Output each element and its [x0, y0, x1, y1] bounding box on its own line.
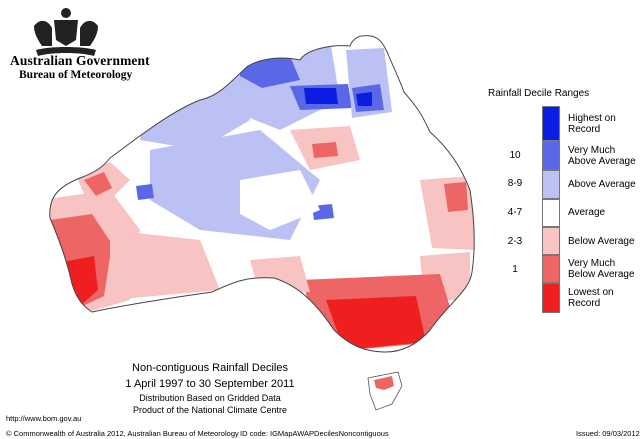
- bureau-of-meteorology-title: Bureau of Meteorology: [19, 69, 133, 81]
- tasmania-dry-patch: [374, 376, 394, 390]
- legend-swatch-highest-on-record: [542, 106, 560, 141]
- legend-swatch-very-much-below-average: [542, 255, 560, 283]
- australian-government-crest-logo: [34, 8, 98, 56]
- central-average-region: [240, 170, 320, 230]
- legend-range-1: 1: [512, 264, 518, 275]
- southeast-record-dry-region: [326, 296, 426, 350]
- legend-label-very-much-above-average: Very Much Above Average: [568, 145, 636, 167]
- australia-outline: [49, 35, 475, 353]
- se-queensland-very-dry-patch: [444, 182, 468, 212]
- map-title: Non-contiguous Rainfall Deciles: [132, 362, 288, 374]
- legend-swatch-very-much-above-average: [542, 141, 560, 170]
- legend-range-2-3: 2-3: [507, 236, 523, 247]
- map-distribution-note: Distribution Based on Gridded Data: [139, 393, 281, 403]
- legend-swatch-average: [542, 199, 560, 227]
- arnhem-very-wet-region: [240, 56, 300, 88]
- legend-swatch-below-average: [542, 227, 560, 255]
- legend-label-highest-on-record: Highest on Record: [568, 113, 616, 135]
- pilbara-very-dry-patch: [84, 172, 112, 196]
- legend-title: Rainfall Decile Ranges: [488, 88, 590, 99]
- gulf-record-wet-region: [304, 88, 338, 104]
- legend-label-above-average: Above Average: [568, 179, 636, 190]
- interior-very-wet-patch: [136, 184, 154, 200]
- legend-range-10: 10: [509, 150, 521, 161]
- cape-york-record-wet-region: [356, 92, 372, 106]
- bom-website-link[interactable]: http://www.bom.gov.au: [6, 414, 82, 423]
- legend-label-average: Average: [568, 207, 606, 218]
- qld-very-dry-patch: [312, 142, 338, 158]
- copyright-notice: © Commonwealth of Australia 2012, Austra…: [6, 429, 239, 438]
- south-australia-dry-region: [250, 256, 310, 296]
- legend-label-very-much-below-average: Very Much Below Average: [568, 258, 635, 280]
- id-code: ID code: IGMapAWAPDecilesNoncontiguous: [240, 429, 389, 438]
- legend-label-lowest-on-record: Lowest on Record: [568, 287, 614, 309]
- map-product-note: Product of the National Climate Centre: [132, 405, 288, 415]
- legend-swatch-above-average: [542, 170, 560, 199]
- issued-date: Issued: 09/03/2012: [576, 429, 640, 438]
- australian-government-title: Australian Government: [10, 53, 150, 68]
- legend-range-8-9: 8-9: [507, 178, 523, 189]
- legend-label-below-average: Below Average: [568, 236, 635, 247]
- legend-swatch-lowest-on-record: [542, 283, 560, 313]
- sa-wa-border-dry-region: [110, 230, 220, 300]
- legend-range-4-7: 4-7: [507, 207, 523, 218]
- map-date-range: 1 April 1997 to 30 September 2011: [125, 378, 295, 390]
